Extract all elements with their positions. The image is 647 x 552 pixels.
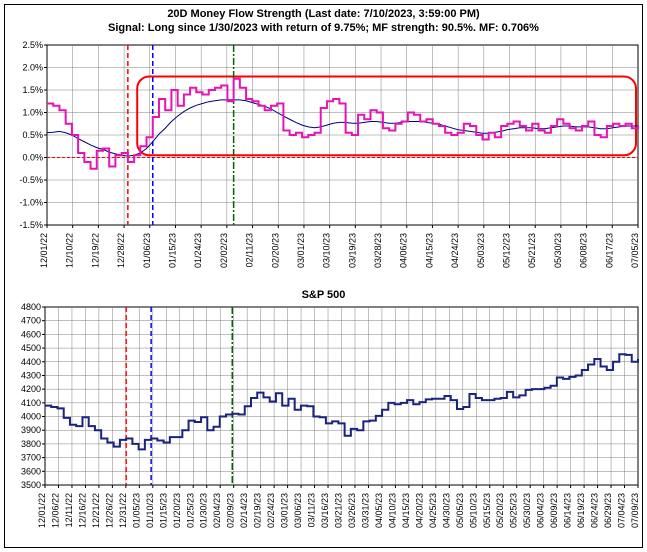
sp500-title: S&P 500 bbox=[5, 289, 642, 301]
svg-text:1.0%: 1.0% bbox=[22, 108, 43, 118]
svg-text:3700: 3700 bbox=[21, 453, 41, 463]
svg-text:3800: 3800 bbox=[21, 439, 41, 449]
svg-text:04/24/23: 04/24/23 bbox=[450, 233, 460, 268]
svg-text:01/20/23: 01/20/23 bbox=[172, 493, 182, 528]
svg-text:01/06/23: 01/06/23 bbox=[142, 233, 152, 268]
svg-text:4400: 4400 bbox=[21, 357, 41, 367]
svg-text:-0.5%: -0.5% bbox=[19, 175, 43, 185]
svg-text:05/30/23: 05/30/23 bbox=[553, 233, 563, 268]
svg-text:03/01/23: 03/01/23 bbox=[296, 233, 306, 268]
svg-text:12/10/22: 12/10/22 bbox=[65, 233, 75, 268]
svg-text:4800: 4800 bbox=[21, 302, 41, 312]
svg-text:4500: 4500 bbox=[21, 343, 41, 353]
svg-text:02/19/23: 02/19/23 bbox=[253, 493, 263, 528]
chart-container: 20D Money Flow Strength (Last date: 7/10… bbox=[4, 4, 643, 548]
svg-text:02/20/23: 02/20/23 bbox=[270, 233, 280, 268]
svg-text:03/26/23: 03/26/23 bbox=[347, 493, 357, 528]
svg-text:06/08/23: 06/08/23 bbox=[579, 233, 589, 268]
svg-text:06/24/23: 06/24/23 bbox=[590, 493, 600, 528]
svg-text:12/26/22: 12/26/22 bbox=[104, 493, 114, 528]
svg-text:03/06/23: 03/06/23 bbox=[293, 493, 303, 528]
svg-text:2.5%: 2.5% bbox=[22, 40, 43, 50]
chart-title-line2: Signal: Long since 1/30/2023 with return… bbox=[5, 22, 642, 36]
svg-text:02/24/23: 02/24/23 bbox=[266, 493, 276, 528]
svg-text:01/24/23: 01/24/23 bbox=[193, 233, 203, 268]
title-block: 20D Money Flow Strength (Last date: 7/10… bbox=[5, 5, 642, 38]
svg-text:07/05/23: 07/05/23 bbox=[630, 233, 640, 268]
svg-text:04/10/23: 04/10/23 bbox=[387, 493, 397, 528]
svg-text:03/28/23: 03/28/23 bbox=[373, 233, 383, 268]
svg-text:4300: 4300 bbox=[21, 370, 41, 380]
svg-text:05/12/23: 05/12/23 bbox=[502, 233, 512, 268]
svg-text:4200: 4200 bbox=[21, 384, 41, 394]
svg-text:06/14/23: 06/14/23 bbox=[563, 493, 573, 528]
svg-text:05/05/23: 05/05/23 bbox=[455, 493, 465, 528]
svg-text:01/05/23: 01/05/23 bbox=[131, 493, 141, 528]
svg-text:02/09/23: 02/09/23 bbox=[226, 493, 236, 528]
svg-text:03/11/23: 03/11/23 bbox=[307, 493, 317, 527]
svg-text:02/11/23: 02/11/23 bbox=[245, 233, 255, 267]
svg-text:06/29/23: 06/29/23 bbox=[603, 493, 613, 528]
svg-text:12/28/22: 12/28/22 bbox=[116, 233, 126, 268]
svg-text:03/21/23: 03/21/23 bbox=[334, 493, 344, 528]
svg-text:12/21/22: 12/21/22 bbox=[91, 493, 101, 528]
svg-text:12/11/22: 12/11/22 bbox=[64, 493, 74, 527]
svg-text:05/03/23: 05/03/23 bbox=[476, 233, 486, 268]
svg-text:01/15/23: 01/15/23 bbox=[158, 493, 168, 528]
svg-text:12/31/22: 12/31/22 bbox=[118, 493, 128, 528]
svg-text:12/19/22: 12/19/22 bbox=[90, 233, 100, 268]
svg-text:01/10/23: 01/10/23 bbox=[145, 493, 155, 528]
svg-text:06/17/23: 06/17/23 bbox=[604, 233, 614, 268]
svg-text:3900: 3900 bbox=[21, 425, 41, 435]
svg-text:04/30/23: 04/30/23 bbox=[441, 493, 451, 528]
money-flow-chart: -1.5% -1.0% -0.5% 0.0% 0.5% 1.0% 1.5% 2.0% 2.5% 1… bbox=[5, 39, 642, 285]
svg-text:12/16/22: 12/16/22 bbox=[77, 493, 87, 528]
sp500-chart: S&P 500 3500 3600 3700 3800 3900 4000 4100 4200… bbox=[5, 285, 642, 547]
svg-text:4700: 4700 bbox=[21, 316, 41, 326]
svg-text:0.0%: 0.0% bbox=[22, 153, 43, 163]
svg-text:03/10/23: 03/10/23 bbox=[322, 233, 332, 268]
svg-text:03/01/23: 03/01/23 bbox=[280, 493, 290, 528]
svg-text:02/14/23: 02/14/23 bbox=[239, 493, 249, 528]
svg-text:05/21/23: 05/21/23 bbox=[527, 233, 537, 268]
svg-text:2.0%: 2.0% bbox=[22, 63, 43, 73]
svg-text:-1.5%: -1.5% bbox=[19, 220, 43, 230]
svg-text:06/04/23: 06/04/23 bbox=[536, 493, 546, 528]
svg-text:06/19/23: 06/19/23 bbox=[576, 493, 586, 528]
svg-text:05/10/23: 05/10/23 bbox=[468, 493, 478, 528]
svg-text:07/09/23: 07/09/23 bbox=[630, 493, 640, 528]
svg-text:06/09/23: 06/09/23 bbox=[549, 493, 559, 528]
svg-text:03/16/23: 03/16/23 bbox=[320, 493, 330, 528]
svg-text:05/20/23: 05/20/23 bbox=[495, 493, 505, 528]
svg-text:4600: 4600 bbox=[21, 329, 41, 339]
svg-text:01/30/23: 01/30/23 bbox=[199, 493, 209, 528]
svg-text:04/25/23: 04/25/23 bbox=[428, 493, 438, 528]
svg-text:12/01/22: 12/01/22 bbox=[39, 233, 49, 268]
svg-text:01/15/23: 01/15/23 bbox=[167, 233, 177, 268]
svg-text:03/19/23: 03/19/23 bbox=[347, 233, 357, 268]
svg-text:3600: 3600 bbox=[21, 466, 41, 476]
svg-text:04/15/23: 04/15/23 bbox=[424, 233, 434, 268]
svg-text:05/30/23: 05/30/23 bbox=[522, 493, 532, 528]
svg-text:0.5%: 0.5% bbox=[22, 130, 43, 140]
svg-text:02/02/23: 02/02/23 bbox=[219, 233, 229, 268]
chart-title-line1: 20D Money Flow Strength (Last date: 7/10… bbox=[5, 8, 642, 22]
svg-text:01/25/23: 01/25/23 bbox=[185, 493, 195, 528]
svg-text:12/06/22: 12/06/22 bbox=[50, 493, 60, 528]
svg-text:1.5%: 1.5% bbox=[22, 85, 43, 95]
svg-text:05/15/23: 05/15/23 bbox=[482, 493, 492, 528]
svg-text:04/06/23: 04/06/23 bbox=[399, 233, 409, 268]
svg-text:07/04/23: 07/04/23 bbox=[617, 493, 627, 528]
svg-text:4100: 4100 bbox=[21, 398, 41, 408]
svg-text:02/04/23: 02/04/23 bbox=[212, 493, 222, 528]
svg-text:04/05/23: 04/05/23 bbox=[374, 493, 384, 528]
svg-text:05/25/23: 05/25/23 bbox=[509, 493, 519, 528]
svg-text:3500: 3500 bbox=[21, 480, 41, 490]
svg-text:03/31/23: 03/31/23 bbox=[360, 493, 370, 528]
svg-text:04/15/23: 04/15/23 bbox=[401, 493, 411, 528]
svg-text:04/20/23: 04/20/23 bbox=[414, 493, 424, 528]
svg-text:4000: 4000 bbox=[21, 412, 41, 422]
svg-text:12/01/22: 12/01/22 bbox=[37, 493, 47, 528]
svg-text:-1.0%: -1.0% bbox=[19, 198, 43, 208]
